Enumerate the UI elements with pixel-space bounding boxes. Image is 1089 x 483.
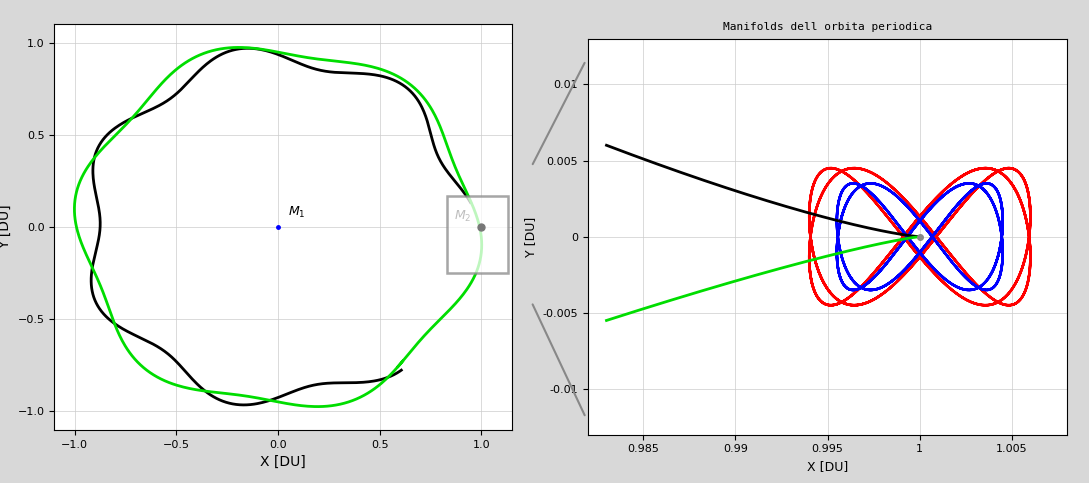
X-axis label: X [DU]: X [DU] [807,460,848,473]
Title: Manifolds dell orbita periodica: Manifolds dell orbita periodica [723,22,932,32]
Bar [446,196,507,273]
Text: $M_1$: $M_1$ [289,205,306,220]
Y-axis label: Y [DU]: Y [DU] [524,216,537,257]
Text: $M_2$: $M_2$ [454,209,472,224]
X-axis label: X [DU]: X [DU] [260,455,306,469]
Y-axis label: Y [DU]: Y [DU] [0,205,12,249]
